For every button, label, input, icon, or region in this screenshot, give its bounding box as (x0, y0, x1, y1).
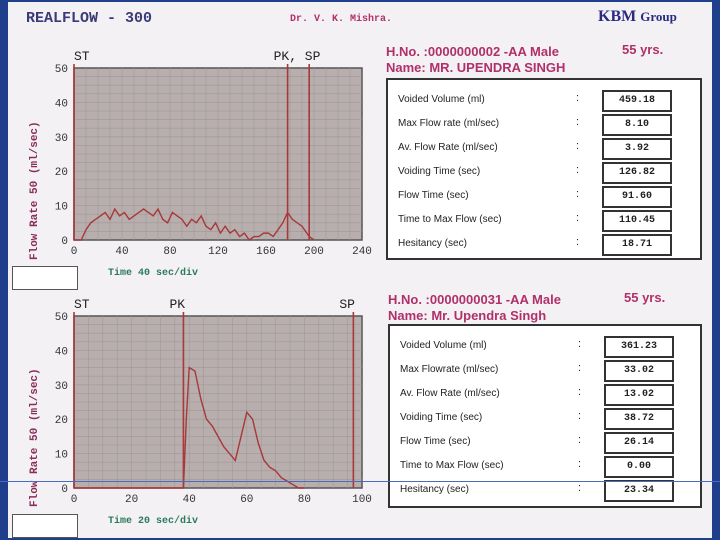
brand-title: REALFLOW - 300 (26, 10, 153, 27)
results-panel-1: Voided Volume (ml): 459.18 Max Flow rate (… (386, 78, 702, 260)
flow-trace (74, 207, 315, 241)
patient-age-2: 55 yrs. (624, 290, 666, 305)
result-value: 23.34 (604, 480, 674, 502)
x-tick-label: 100 (352, 494, 372, 504)
footer-box-1 (12, 266, 78, 290)
result-colon: : (578, 410, 582, 422)
result-label: Hesitancy (sec) (398, 238, 467, 249)
x-tick-label: 200 (304, 246, 324, 258)
result-label: Flow Time (sec) (398, 190, 469, 201)
result-colon: : (578, 362, 582, 374)
flow-chart-1: 0 10 20 30 40 50 0 40 80 120 160 200 240 ST PK, SP (55, 49, 372, 258)
result-label: Hesitancy (sec) (400, 484, 469, 495)
event-marker-label: SP (339, 297, 355, 312)
result-value: 33.02 (604, 360, 674, 382)
result-label: Voiding Time (sec) (400, 412, 483, 423)
x-tick-label: 120 (208, 246, 228, 258)
y-tick-label: 0 (61, 236, 68, 248)
company-name: KBM (598, 8, 637, 25)
x-tick-label: 240 (352, 246, 372, 258)
result-label: Voided Volume (ml) (400, 340, 487, 351)
result-value: 8.10 (602, 114, 672, 136)
event-marker-label: PK, SP (274, 49, 321, 64)
result-colon: : (576, 164, 580, 176)
time-scale-label-1: Time 40 sec/div (108, 268, 199, 279)
result-label: Av. Flow Rate (ml/sec) (400, 388, 500, 399)
report-paper: REALFLOW - 300 Dr. V. K. Mishra. KBM Gro… (8, 2, 712, 538)
y-tick-label: 50 (55, 64, 68, 76)
result-label: Max Flow rate (ml/sec) (398, 118, 500, 129)
y-tick-label: 0 (61, 484, 68, 496)
x-tick-label: 20 (125, 494, 138, 504)
result-colon: : (576, 188, 580, 200)
y-tick-label: 40 (55, 98, 68, 110)
result-value: 361.23 (604, 336, 674, 358)
flow-chart-2: 0 10 20 30 40 50 0 20 40 60 80 100 ST PK SP (55, 297, 372, 504)
result-value: 126.82 (602, 162, 672, 184)
result-value: 0.00 (604, 456, 674, 478)
result-value: 26.14 (604, 432, 674, 454)
patient-name-2: Name: Mr. Upendra Singh (388, 308, 547, 323)
result-label: Voiding Time (sec) (398, 166, 481, 177)
doctor-name: Dr. V. K. Mishra. (290, 14, 393, 25)
result-colon: : (576, 212, 580, 224)
result-colon: : (578, 434, 582, 446)
result-value: 459.18 (602, 90, 672, 112)
result-colon: : (578, 458, 582, 470)
x-tick-label: 80 (298, 494, 311, 504)
y-tick-label: 10 (55, 450, 68, 462)
y-tick-label: 50 (55, 312, 68, 324)
y-tick-label: 20 (55, 415, 68, 427)
results-panel-2: Voided Volume (ml): 361.23 Max Flowrate (m… (388, 324, 702, 508)
result-label: Voided Volume (ml) (398, 94, 485, 105)
result-value: 38.72 (604, 408, 674, 430)
x-tick-label: 0 (71, 246, 78, 258)
x-tick-label: 60 (240, 494, 253, 504)
x-tick-label: 40 (183, 494, 196, 504)
result-colon: : (578, 482, 582, 494)
result-colon: : (576, 236, 580, 248)
patient-age-1: 55 yrs. (622, 42, 664, 57)
event-marker-label: ST (74, 49, 90, 64)
y-tick-label: 30 (55, 381, 68, 393)
time-scale-label-2: Time 20 sec/div (108, 516, 199, 527)
result-value: 13.02 (604, 384, 674, 406)
result-colon: : (576, 116, 580, 128)
result-colon: : (578, 386, 582, 398)
y-tick-label: 10 (55, 202, 68, 214)
result-colon: : (578, 338, 582, 350)
flow-trace (74, 366, 305, 489)
hospital-number-1: H.No. :0000000002 -AA Male (386, 44, 559, 59)
company-logo: KBM Group (598, 8, 677, 26)
y-tick-label: 20 (55, 167, 68, 179)
result-value: 18.71 (602, 234, 672, 256)
result-value: 91.60 (602, 186, 672, 208)
patient-name-1: Name: MR. UPENDRA SINGH (386, 60, 566, 75)
hospital-number-2: H.No. :0000000031 -AA Male (388, 292, 561, 307)
footer-box-2 (12, 514, 78, 538)
company-suffix: Group (640, 9, 677, 24)
x-tick-label: 160 (256, 246, 276, 258)
x-tick-label: 80 (163, 246, 176, 258)
result-label: Av. Flow Rate (ml/sec) (398, 142, 498, 153)
result-label: Time to Max Flow (sec) (400, 460, 504, 471)
event-marker-label: ST (74, 297, 90, 312)
result-label: Flow Time (sec) (400, 436, 471, 447)
result-label: Max Flowrate (ml/sec) (400, 364, 499, 375)
slide-rule-line (0, 481, 720, 482)
result-value: 3.92 (602, 138, 672, 160)
event-marker-label: PK (169, 297, 185, 312)
y-tick-label: 40 (55, 346, 68, 358)
result-value: 110.45 (602, 210, 672, 232)
result-colon: : (576, 92, 580, 104)
result-colon: : (576, 140, 580, 152)
y-tick-label: 30 (55, 133, 68, 145)
result-label: Time to Max Flow (sec) (398, 214, 502, 225)
x-tick-label: 40 (115, 246, 128, 258)
x-tick-label: 0 (71, 494, 78, 504)
